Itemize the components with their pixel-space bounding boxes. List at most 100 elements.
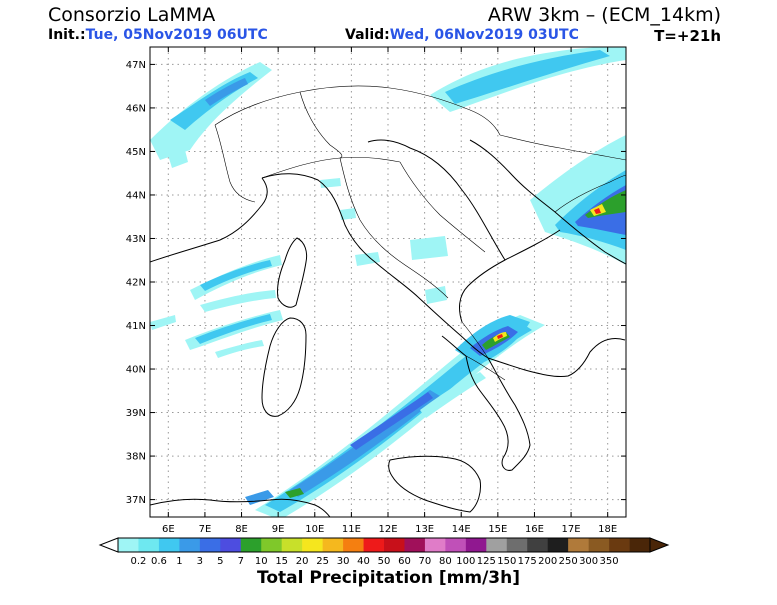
colorbar-high-arrow: [649, 537, 670, 553]
precip-area: [320, 178, 341, 188]
precip-area: [200, 260, 272, 291]
colorbar-swatch: [486, 538, 508, 552]
colorbar-swatch: [138, 538, 160, 552]
colorbar-swatch: [343, 538, 364, 552]
colorbar-labels: 0.2 0.6 1 3 5 7 10 15 20 25 30 40 50 60 70 80 100 125 150 1…: [131, 556, 619, 567]
precip-area: [410, 236, 448, 260]
colorbar-swatch: [527, 538, 548, 552]
alpine-border: [214, 124, 256, 203]
colorbar-label: 5: [217, 556, 223, 567]
colorbar: [98, 537, 670, 553]
colorbar-swatch: [465, 538, 487, 552]
model-title: ARW 3km – (ECM_14km): [487, 4, 721, 26]
agency-title: Consorzio LaMMA: [48, 4, 216, 26]
precip-area: [425, 286, 447, 304]
precip-area: [594, 208, 601, 214]
balkan-border: [554, 174, 626, 213]
ligurian-coastline: [150, 177, 268, 263]
precip-area: [445, 50, 610, 104]
colorbar-swatch: [240, 538, 262, 552]
colorbar-swatch: [609, 538, 630, 552]
borders: [214, 85, 626, 381]
lon-tick-label: 7E: [199, 524, 212, 535]
alpine-border: [214, 85, 501, 136]
colorbar-swatch: [302, 538, 323, 552]
colorbar-swatch: [118, 538, 139, 552]
colorbar-swatch: [506, 538, 528, 552]
colorbar-label: 150: [497, 556, 516, 567]
colorbar-label: 40: [357, 556, 370, 567]
colorbar-label: 25: [316, 556, 329, 567]
precip-area: [497, 334, 503, 339]
colorbar-swatch: [261, 538, 282, 552]
precip-area: [168, 150, 188, 168]
colorbar-swatch: [322, 538, 344, 552]
init-value: Tue, 05Nov2019 06UTC: [85, 27, 268, 43]
latitude-labels: 37N 38N 39N 40N 41N 42N 43N 44N 45N 46N 47N: [126, 60, 146, 506]
lat-tick-label: 41N: [126, 321, 146, 332]
colorbar-swatch: [424, 538, 446, 552]
colorbar-label: 200: [538, 556, 557, 567]
forecast-step: T=+21h: [654, 27, 721, 45]
precip-area: [350, 392, 433, 450]
lon-tick-label: 11E: [342, 524, 361, 535]
lat-tick-label: 42N: [126, 278, 146, 289]
colorbar-label: 50: [378, 556, 391, 567]
valid-label: Valid:: [345, 27, 390, 43]
lon-tick-label: 9E: [272, 524, 285, 535]
colorbar-label: 7: [238, 556, 244, 567]
colorbar-swatch: [384, 538, 405, 552]
init-label: Init.:: [48, 27, 86, 43]
lat-tick-label: 40N: [126, 365, 146, 376]
lon-tick-label: 16E: [525, 524, 544, 535]
colorbar-label: 20: [296, 556, 309, 567]
lon-tick-label: 18E: [598, 524, 617, 535]
regional-border: [299, 91, 343, 159]
colorbar-label: 15: [275, 556, 288, 567]
colorbar-label: 80: [439, 556, 452, 567]
colorbar-swatch: [568, 538, 589, 552]
lat-tick-label: 43N: [126, 234, 146, 245]
precip-area: [285, 488, 304, 498]
lat-tick-label: 45N: [126, 147, 146, 158]
colorbar-outline: [117, 537, 651, 553]
lat-tick-label: 37N: [126, 495, 146, 506]
precip-area: [355, 252, 380, 266]
colorbar-swatch: [445, 538, 467, 552]
colorbar-swatch: [547, 538, 569, 552]
lat-tick-label: 46N: [126, 103, 146, 114]
regional-border: [339, 157, 406, 266]
italy-coastline: [261, 139, 626, 471]
colorbar-label: 300: [579, 556, 598, 567]
lon-tick-label: 14E: [452, 524, 471, 535]
colorbar-swatch: [588, 538, 610, 552]
precip-area: [420, 372, 486, 418]
colorbar-label: 1: [176, 556, 182, 567]
sardinia-coastline: [261, 317, 307, 417]
sicily-coastline: [388, 455, 481, 513]
precip-area: [195, 314, 272, 344]
colorbar-label: 250: [559, 556, 578, 567]
lat-tick-label: 44N: [126, 190, 146, 201]
precip-area: [200, 290, 276, 312]
africa-coastline: [150, 498, 331, 517]
colorbar-label: 10: [255, 556, 268, 567]
balkan-border: [499, 134, 626, 161]
colorbar-label: 3: [197, 556, 203, 567]
colorbar-label: 125: [477, 556, 496, 567]
lon-tick-label: 13E: [415, 524, 434, 535]
colorbar-label: 30: [337, 556, 350, 567]
corsica-coastline: [277, 237, 308, 308]
colorbar-label: 70: [419, 556, 432, 567]
precip-area: [150, 315, 176, 330]
colorbar-low-arrow: [98, 537, 119, 553]
colorbar-swatch: [199, 538, 221, 552]
colorbar-label: 0.2: [131, 556, 147, 567]
precipitation-field: [150, 47, 626, 517]
lon-tick-label: 10E: [305, 524, 324, 535]
colorbar-swatch: [363, 538, 385, 552]
regional-border: [465, 355, 506, 381]
colorbar-swatch: [158, 538, 180, 552]
lat-tick-label: 39N: [126, 408, 146, 419]
